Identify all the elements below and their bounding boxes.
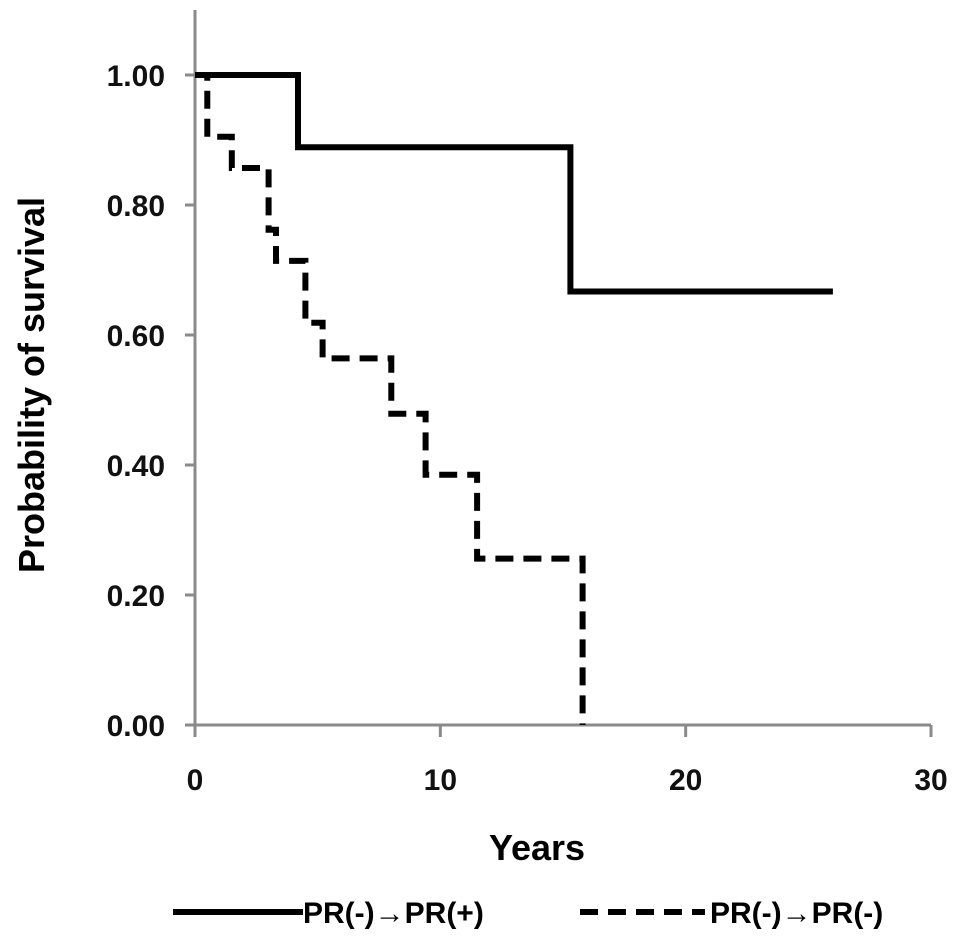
y-tick-label: 0.80 xyxy=(107,190,165,223)
x-tick-label: 20 xyxy=(669,764,702,797)
x-tick-label: 0 xyxy=(187,764,204,797)
y-tick-label: 0.60 xyxy=(107,320,165,353)
x-tick-label: 10 xyxy=(424,764,457,797)
legend: PR(-)→PR(+) PR(-)→PR(-) xyxy=(173,897,883,930)
series-lines xyxy=(195,72,833,725)
x-axis-ticks: 0 10 20 30 xyxy=(187,725,948,797)
x-axis-title: Years xyxy=(489,827,585,868)
plot-area: 0.00 0.20 0.40 0.60 0.80 1.00 0 10 20 30 xyxy=(107,10,948,797)
legend-label-pr-neg-to-neg: PR(-)→PR(-) xyxy=(710,897,883,930)
y-axis-title: Probability of survival xyxy=(11,197,52,573)
series-line-pr-neg-to-neg xyxy=(195,72,586,725)
legend-label-pr-neg-to-pos: PR(-)→PR(+) xyxy=(303,897,484,930)
y-tick-label: 1.00 xyxy=(107,60,165,93)
y-tick-label: 0.20 xyxy=(107,580,165,613)
x-tick-label: 30 xyxy=(914,764,947,797)
series-line-pr-neg-to-pos xyxy=(195,72,833,295)
y-axis-ticks: 0.00 0.20 0.40 0.60 0.80 1.00 xyxy=(107,60,195,743)
y-tick-label: 0.40 xyxy=(107,450,165,483)
y-tick-label: 0.00 xyxy=(107,710,165,743)
